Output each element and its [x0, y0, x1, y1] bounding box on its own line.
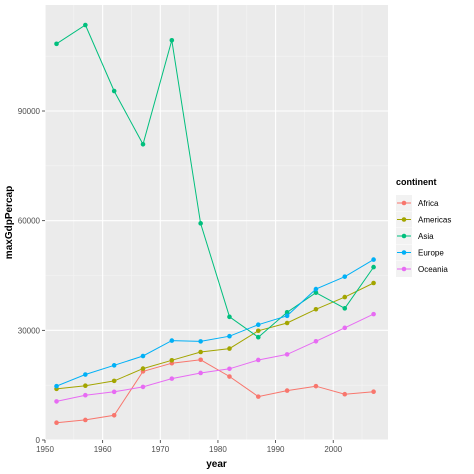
data-point-africa: [83, 417, 88, 423]
data-point-asia: [255, 334, 261, 340]
data-point-asia: [140, 141, 146, 147]
legend-key-point-europe: [401, 250, 407, 255]
data-point-americas: [313, 306, 319, 312]
series-line-europe: [56, 259, 374, 387]
data-point-oceania: [227, 366, 232, 372]
data-point-asia: [284, 310, 290, 315]
x-tick-label: 2000: [324, 445, 342, 454]
data-point-americas: [198, 349, 203, 355]
data-point-oceania: [313, 339, 319, 344]
data-point-europe: [255, 322, 261, 328]
data-point-oceania: [342, 325, 348, 331]
data-point-europe: [83, 372, 88, 377]
data-point-americas: [83, 383, 88, 389]
data-point-africa: [284, 388, 290, 393]
legend-label-europe: Europe: [418, 249, 444, 258]
legend-key-point-oceania: [401, 266, 407, 272]
data-point-oceania: [111, 389, 117, 395]
data-point-americas: [169, 357, 175, 363]
data-point-oceania: [198, 370, 203, 376]
series-layer: [54, 22, 376, 426]
data-point-europe: [313, 286, 319, 292]
plot-panel: [45, 5, 388, 440]
series-line-oceania: [56, 313, 374, 402]
x-axis-title: year: [206, 459, 227, 470]
data-point-africa: [111, 413, 117, 418]
data-point-oceania: [83, 392, 88, 398]
series-line-americas: [56, 282, 374, 390]
data-point-americas: [111, 378, 117, 384]
x-tick-label: 1990: [267, 445, 285, 454]
x-tick-label: 1970: [151, 445, 169, 454]
y-axis: 0 30000 60000 90000: [18, 107, 45, 445]
series-line-asia: [56, 24, 375, 338]
x-tick-label: 1950: [36, 445, 54, 454]
data-point-africa: [227, 374, 232, 379]
legend-key-point-africa: [401, 200, 407, 206]
data-point-asia: [54, 41, 59, 47]
x-axis: 1950 1960 1970 1980 1990 2000: [36, 440, 343, 454]
y-tick-label: 90000: [18, 107, 41, 116]
series-line-africa: [56, 359, 374, 424]
legend-key-point-asia: [401, 233, 407, 239]
data-point-americas: [371, 280, 376, 286]
legend-title: continent: [396, 177, 437, 187]
data-point-oceania: [371, 311, 376, 317]
data-point-oceania: [284, 352, 290, 357]
data-point-europe: [111, 363, 117, 368]
legend-key-point-americas: [401, 217, 407, 222]
data-point-europe: [54, 383, 59, 389]
x-tick-label: 1980: [209, 445, 227, 454]
data-point-oceania: [255, 357, 261, 363]
data-point-asia: [371, 264, 376, 270]
data-point-europe: [198, 339, 203, 344]
watermark: 知乎 @ottis: [407, 447, 468, 461]
data-point-asia: [198, 221, 203, 226]
data-point-africa: [255, 394, 261, 399]
data-point-europe: [342, 274, 348, 279]
data-point-europe: [371, 257, 376, 262]
legend-label-africa: Africa: [418, 199, 439, 208]
data-point-africa: [371, 389, 376, 395]
data-point-asia: [83, 22, 88, 28]
data-point-africa: [342, 391, 348, 397]
legend-label-asia: Asia: [418, 232, 434, 241]
data-point-asia: [313, 290, 319, 295]
y-tick-label: 60000: [18, 217, 41, 226]
data-point-asia: [227, 314, 232, 320]
legend: continent Africa Americas Asia Europe Oceani…: [396, 177, 451, 277]
data-point-americas: [227, 346, 232, 351]
data-point-oceania: [54, 399, 59, 404]
data-point-africa: [198, 357, 203, 363]
grid-major: [44, 5, 388, 441]
data-point-asia: [169, 37, 175, 43]
data-point-americas: [342, 294, 348, 300]
data-point-europe: [140, 353, 146, 359]
data-point-africa: [54, 420, 59, 426]
data-point-oceania: [169, 376, 175, 381]
data-point-asia: [342, 306, 348, 311]
y-tick-label: 30000: [18, 326, 41, 335]
data-point-americas: [255, 328, 261, 334]
y-axis-title: maxGdpPercap: [4, 186, 15, 259]
data-point-europe: [284, 313, 290, 319]
legend-label-oceania: Oceania: [418, 265, 448, 274]
y-tick-label: 0: [36, 436, 41, 445]
data-point-europe: [169, 338, 175, 343]
data-point-asia: [111, 88, 117, 94]
data-point-africa: [313, 383, 319, 389]
data-point-americas: [284, 320, 290, 326]
legend-label-americas: Americas: [418, 216, 451, 225]
data-point-europe: [227, 333, 232, 339]
data-point-oceania: [140, 384, 146, 390]
data-point-americas: [140, 366, 146, 371]
x-tick-label: 1960: [94, 445, 112, 454]
